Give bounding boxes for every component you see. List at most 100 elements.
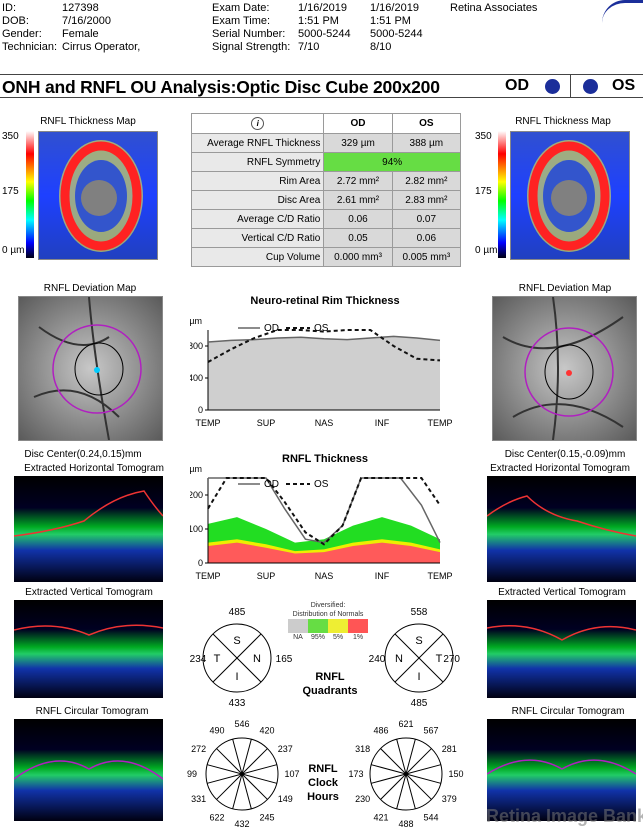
od-quad-inferior: 433 bbox=[229, 698, 246, 709]
quadrants-label-2: Quadrants bbox=[302, 685, 357, 697]
os-quad-superior: 558 bbox=[411, 607, 428, 618]
table-row: RNFL Symmetry 94% bbox=[190, 152, 461, 172]
os-quad-nasal: 240 bbox=[369, 654, 386, 665]
clock-divider bbox=[405, 773, 441, 784]
cell-os: 0.005 mm³ bbox=[391, 247, 462, 267]
clock-divider bbox=[380, 773, 407, 800]
cell-os: 388 µm bbox=[391, 133, 462, 153]
od-clock-value: 272 bbox=[191, 744, 206, 754]
patient-values: 127398 7/16/2000 Female Cirrus Operator, bbox=[62, 2, 140, 54]
os-clock-value: 318 bbox=[355, 744, 370, 754]
od-rnfl-deviation-map bbox=[18, 296, 163, 441]
od-quad-superior: 485 bbox=[229, 607, 246, 618]
rim-chart-title: Neuro-retinal Rim Thickness bbox=[250, 295, 400, 307]
exam-time-label: Exam Time: bbox=[212, 15, 271, 27]
rim-area-fill bbox=[208, 336, 440, 410]
exam-date-od: 1/16/2019 bbox=[298, 2, 347, 14]
os-scale-bottom: 0 µm bbox=[475, 245, 498, 256]
legend-label: NA bbox=[293, 634, 303, 641]
clock-divider bbox=[371, 773, 407, 784]
row-label: Vertical C/D Ratio bbox=[190, 228, 325, 248]
od-clock-value: 237 bbox=[278, 744, 293, 754]
exam-values-os: 1/16/2019 1:51 PM 5000-5244 8/10 bbox=[370, 2, 423, 54]
clock-label-3: Hours bbox=[307, 791, 339, 803]
quadrant-letter: S bbox=[415, 635, 422, 647]
signal-od: 7/10 bbox=[298, 41, 320, 53]
id-label: ID: bbox=[2, 2, 17, 14]
x-tick-label: NAS bbox=[315, 571, 334, 581]
od-clock-value: 99 bbox=[187, 769, 197, 779]
clock-divider bbox=[380, 748, 407, 775]
row-label: Disc Area bbox=[190, 190, 325, 210]
os-quad-temporal: 270 bbox=[443, 654, 460, 665]
title-bar: ONH and RNFL OU Analysis:Optic Disc Cube… bbox=[0, 74, 643, 98]
table-row: Average C/D Ratio 0.06 0.07 bbox=[190, 209, 462, 229]
rim-thickness-chart: 800 400 0 µm TEMP SUP NAS INF TEMP OD OS bbox=[190, 316, 453, 428]
clock-divider bbox=[207, 773, 243, 784]
os-clock-value: 567 bbox=[423, 726, 438, 736]
os-rnfl-deviation-map bbox=[492, 296, 637, 441]
signal-os: 8/10 bbox=[370, 41, 392, 53]
cell-od: 0.000 mm³ bbox=[323, 247, 393, 267]
row-label: Cup Volume bbox=[190, 247, 325, 267]
row-label: Average RNFL Thickness bbox=[190, 133, 325, 153]
os-horizontal-tomogram bbox=[487, 476, 636, 582]
band-red bbox=[208, 542, 440, 563]
od-clock-value: 331 bbox=[191, 794, 206, 804]
exam-date-os: 1/16/2019 bbox=[370, 2, 419, 14]
cell-os: 2.82 mm² bbox=[391, 171, 462, 191]
cell-od: 0.05 bbox=[323, 228, 393, 248]
os-quadrant-diagram: S N T I 558 240 270 485 bbox=[369, 607, 460, 709]
technician-name: Cirrus Operator, bbox=[62, 41, 141, 53]
quadrant-letter: T bbox=[214, 653, 221, 665]
table-row: Vertical C/D Ratio 0.05 0.06 bbox=[190, 228, 462, 248]
cell-os: 0.07 bbox=[391, 209, 462, 229]
row-label: Rim Area bbox=[190, 171, 325, 191]
legend-label: 5% bbox=[332, 634, 344, 641]
clock-divider bbox=[405, 764, 441, 775]
od-rnfl-thickness-map bbox=[38, 131, 158, 260]
legend-label-od: OD bbox=[264, 479, 279, 490]
clock-divider bbox=[241, 739, 252, 775]
od-quad-temporal: 234 bbox=[190, 654, 207, 665]
rnfl-thickness-chart: 200 100 0 µm TEMP SUP NAS INF TEMP OD OS bbox=[190, 464, 453, 581]
cell-od: 2.61 mm² bbox=[323, 190, 393, 210]
col-od: OD bbox=[323, 113, 393, 134]
od-horizontal-tomogram bbox=[14, 476, 163, 582]
clock-divider bbox=[396, 773, 407, 809]
rnfl-clock-hours: RNFL Clock Hours 546 420 237 107 149 245 432 62… bbox=[187, 719, 464, 827]
clock-divider bbox=[241, 773, 268, 800]
table-row: Rim Area 2.72 mm² 2.82 mm² bbox=[190, 171, 462, 191]
x-tick-label: SUP bbox=[257, 571, 276, 581]
row-label: RNFL Symmetry bbox=[190, 152, 325, 172]
od-scale-bottom: 0 µm bbox=[2, 245, 25, 256]
os-clock-value: 421 bbox=[373, 812, 388, 822]
cell-od: 329 µm bbox=[323, 133, 393, 153]
quadrant-letter: I bbox=[235, 671, 238, 683]
y-tick-label: 100 bbox=[190, 524, 203, 534]
legend-labels: NA 95% 5% 1% bbox=[288, 634, 368, 641]
os-scale-top: 350 bbox=[475, 131, 492, 142]
x-tick-label: TEMP bbox=[195, 571, 220, 581]
clock-divider bbox=[216, 748, 243, 775]
technician-label: Technician: bbox=[2, 41, 58, 53]
rnfl-parameter-table: i OD OS Average RNFL Thickness 329 µm 38… bbox=[190, 113, 462, 267]
legend-label-od: OD bbox=[264, 323, 279, 334]
exam-labels: Exam Date: Exam Time: Serial Number: Sig… bbox=[212, 2, 290, 54]
title-divider bbox=[570, 75, 571, 97]
clock-divider bbox=[241, 764, 277, 775]
clock-divider bbox=[405, 748, 432, 775]
cell-os: 0.06 bbox=[391, 228, 462, 248]
od-color-scale bbox=[26, 131, 34, 258]
od-clock-value: 107 bbox=[284, 769, 299, 779]
table-row: Cup Volume 0.000 mm³ 0.005 mm³ bbox=[190, 247, 462, 267]
os-label: OS bbox=[612, 77, 636, 94]
os-clock-value: 486 bbox=[373, 726, 388, 736]
watermark: Retina Image Bank bbox=[486, 806, 643, 826]
y-tick-label: 0 bbox=[198, 558, 203, 568]
od-clock-value: 149 bbox=[278, 794, 293, 804]
od-deviation-map-label: RNFL Deviation Map bbox=[43, 283, 137, 294]
os-vertical-tomogram bbox=[487, 600, 636, 698]
practice-name: Retina Associates bbox=[450, 2, 538, 14]
exam-time-os: 1:51 PM bbox=[370, 15, 411, 27]
